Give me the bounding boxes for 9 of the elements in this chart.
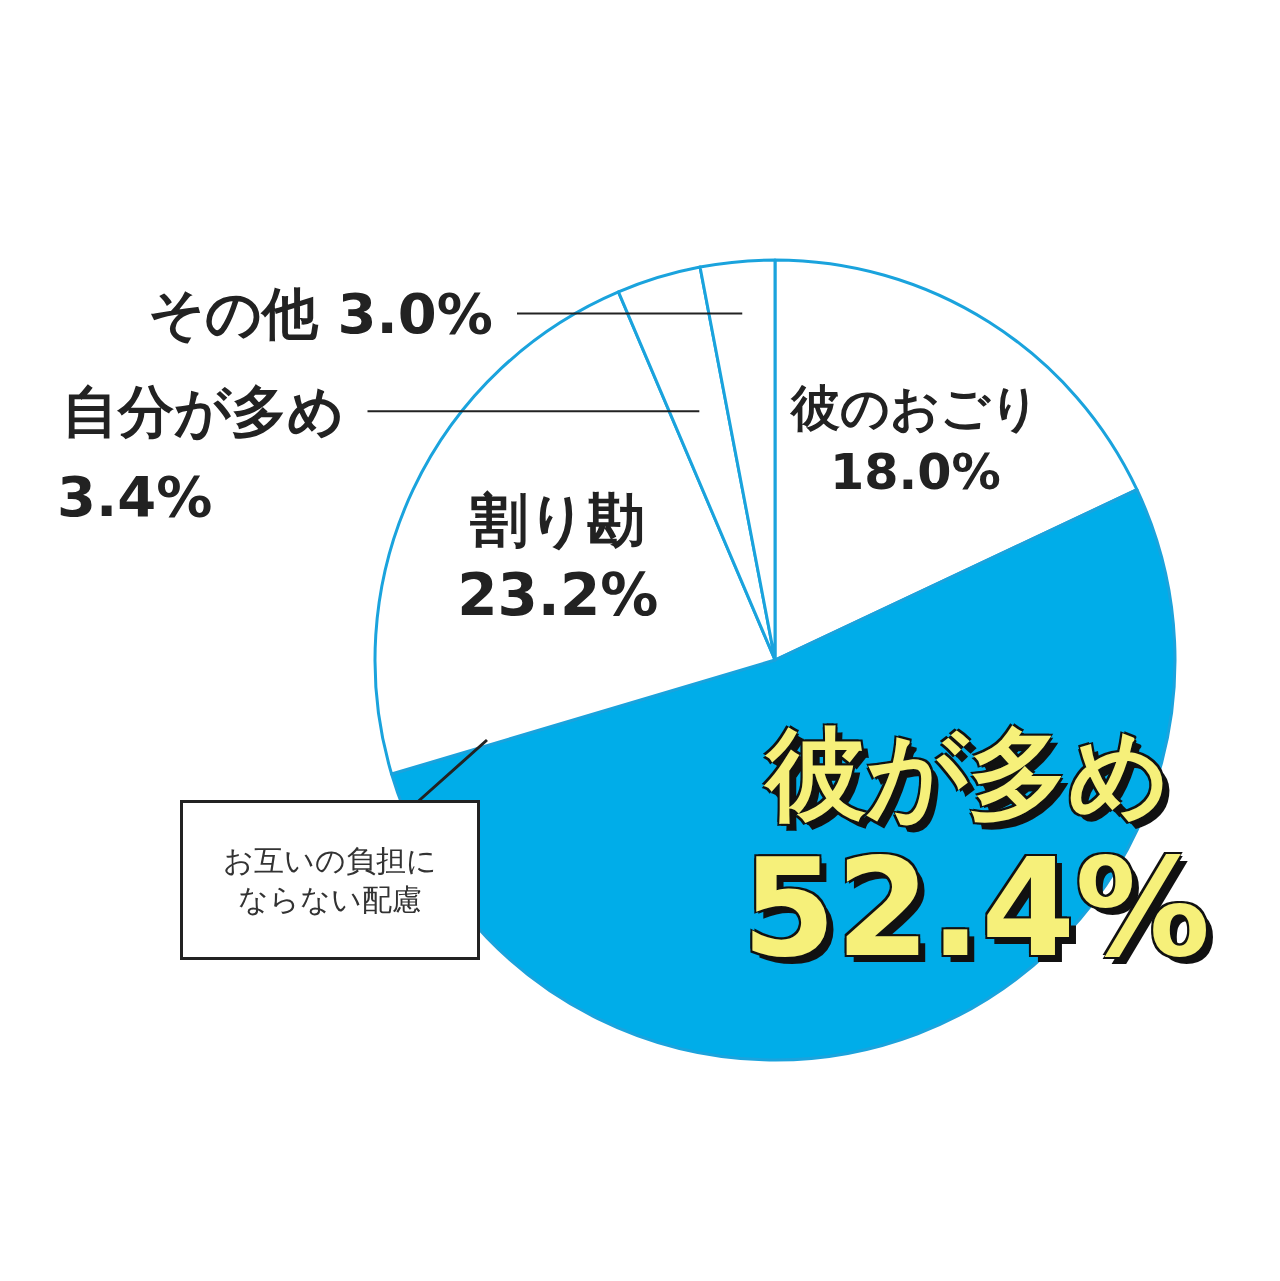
slice-label: 自分が多め [62,379,344,444]
data-label: 3.4% [57,464,213,529]
slice-label: 割り勘 [470,486,646,555]
data-label: 23.2% [457,561,659,630]
data-label: 18.0% [830,443,1001,502]
text: お互いの負担にならない配慮 [223,843,437,917]
slice-label: その他 3.0% [148,281,493,346]
slice-label: 彼のおごり [788,379,1040,438]
slice-label: 彼が多め [763,716,1170,833]
